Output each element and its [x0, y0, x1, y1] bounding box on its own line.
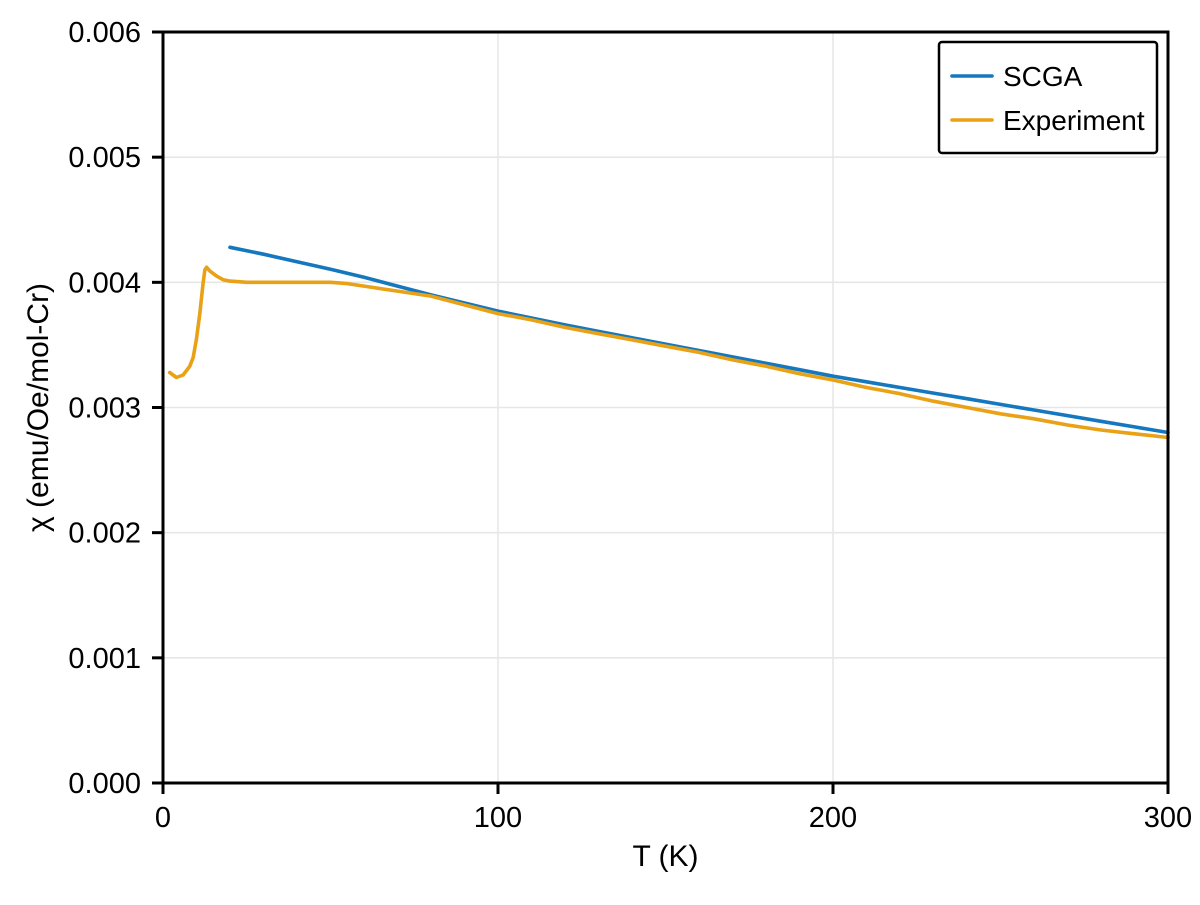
x-tick-label: 100: [474, 802, 522, 834]
y-tick-label: 0.003: [68, 393, 141, 425]
x-tick-label: 0: [155, 802, 171, 834]
y-tick-label: 0.000: [68, 768, 141, 800]
legend-label-scga: SCGA: [1003, 61, 1083, 92]
legend-box: [937, 40, 1159, 155]
y-tick-label: 0.001: [68, 643, 141, 675]
y-tick-label: 0.004: [68, 267, 141, 299]
x-axis-label: T (K): [632, 840, 698, 873]
x-tick-label: 300: [1144, 802, 1192, 834]
x-tick-label: 200: [809, 802, 857, 834]
legend-label-experiment: Experiment: [1003, 105, 1145, 136]
y-axis-label: χ (emu/Oe/mol-Cr): [22, 283, 55, 532]
axis-ticks: [152, 30, 1170, 794]
series-scga-line: [228, 245, 1170, 435]
y-tick-label: 0.006: [68, 17, 141, 49]
legend: SCGA Experiment: [937, 40, 1159, 155]
y-tick-label: 0.005: [68, 142, 141, 174]
series-experiment-line: [167, 265, 1170, 440]
y-tick-label: 0.002: [68, 518, 141, 550]
